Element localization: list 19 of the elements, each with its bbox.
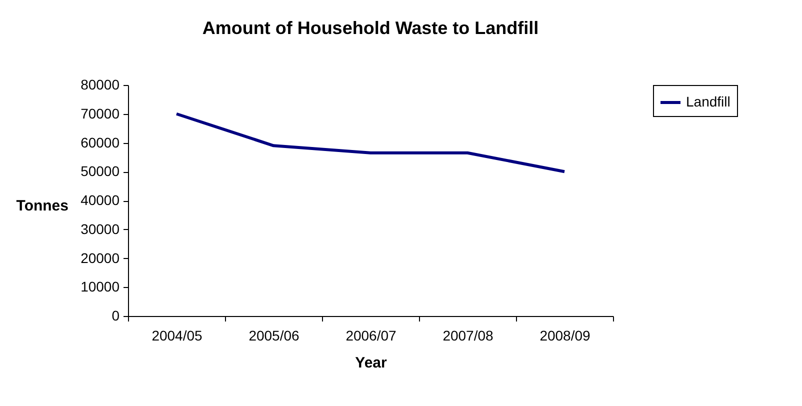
x-axis-title: Year <box>355 354 388 372</box>
x-tick-label: 2006/07 <box>346 328 397 344</box>
x-tick-label: 2005/06 <box>248 328 300 344</box>
y-tick-label: 50000 <box>80 163 120 180</box>
y-tick-label: 0 <box>112 308 120 324</box>
y-tick-label: 30000 <box>80 220 120 237</box>
y-tick-label: 70000 <box>80 105 120 122</box>
x-tick-label: 2004/05 <box>152 328 203 344</box>
y-tick-label: 20000 <box>80 250 120 266</box>
x-tick-label: 2007/08 <box>442 328 494 344</box>
legend-label: Landfill <box>686 94 730 110</box>
y-tick-label: 60000 <box>80 134 120 150</box>
y-tick-label: 80000 <box>80 76 120 92</box>
y-tick-label: 40000 <box>80 192 120 208</box>
y-axis-title: Tonnes <box>16 198 68 214</box>
y-tick-label: 10000 <box>80 278 120 295</box>
chart-title: Amount of Household Waste to Landfill <box>202 18 539 38</box>
line-series <box>175 112 566 174</box>
x-tick-label: 2008/09 <box>540 328 591 344</box>
